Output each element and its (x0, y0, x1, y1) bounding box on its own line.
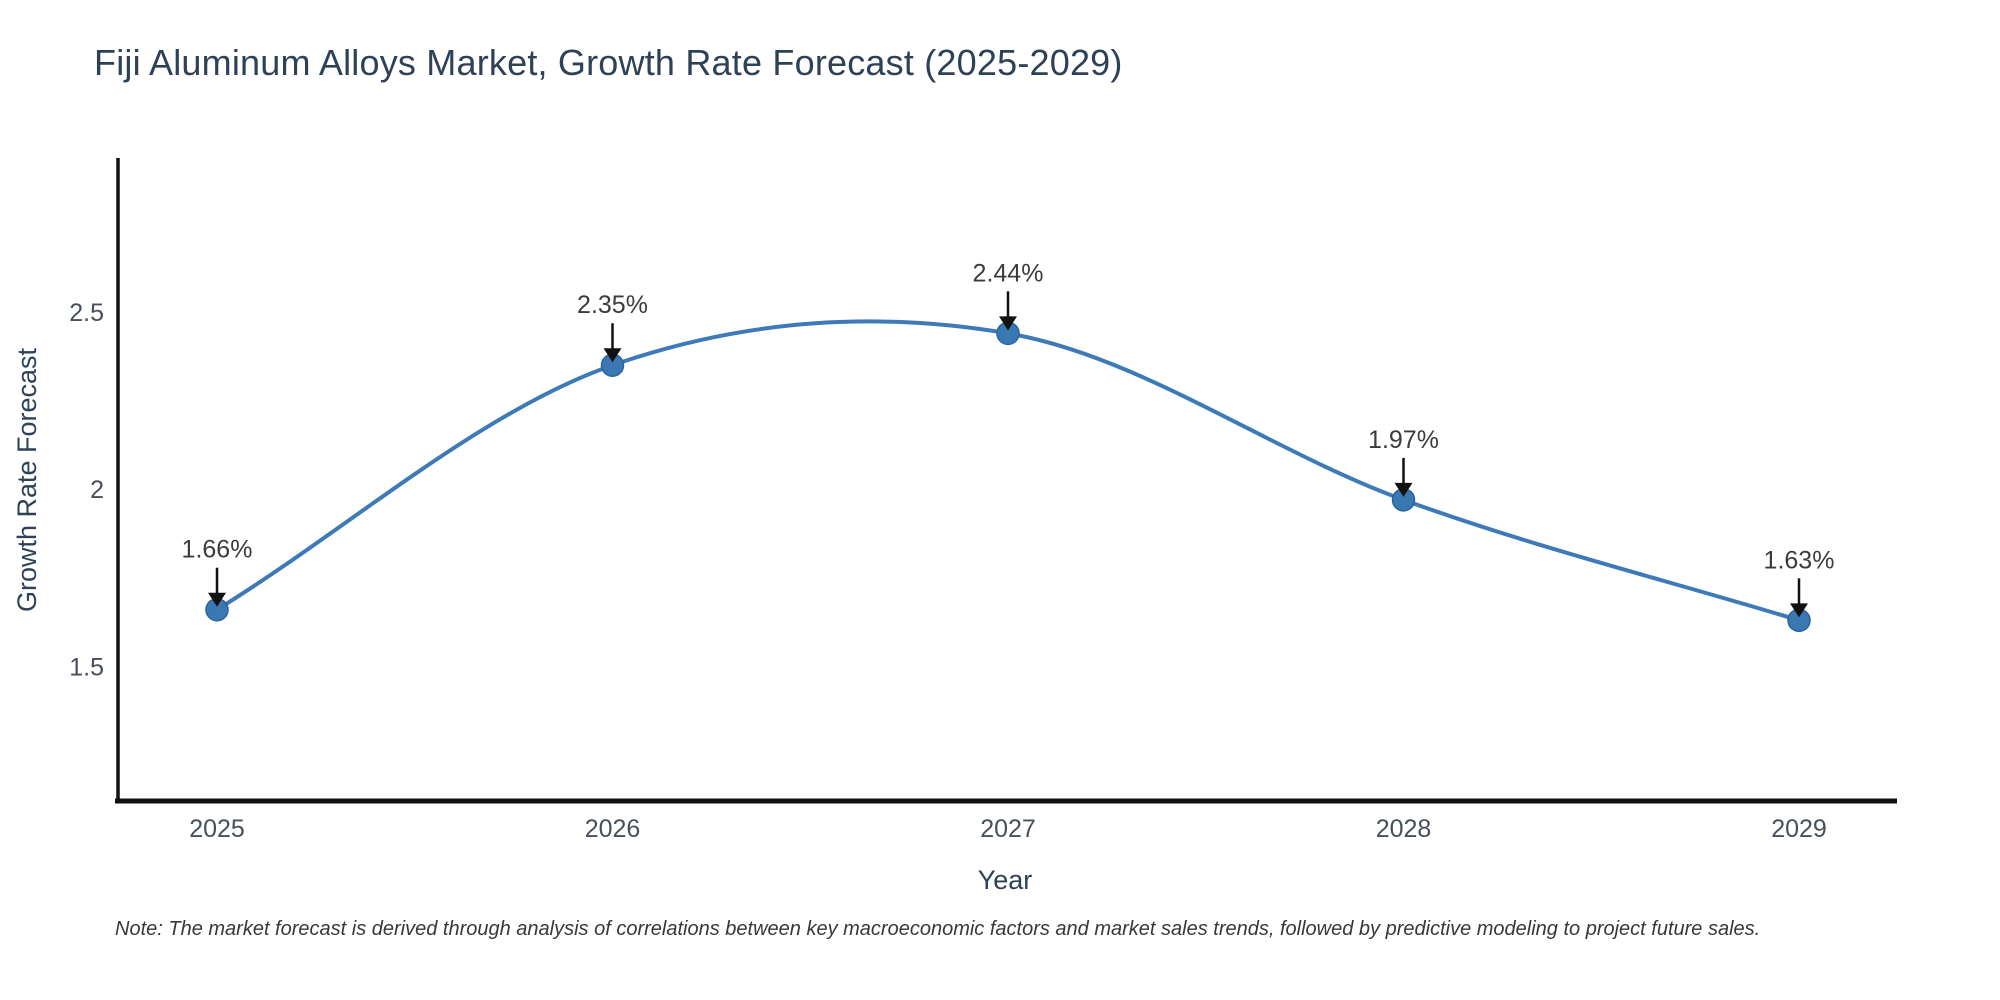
point-annotation-label: 1.63% (1764, 546, 1835, 574)
annotation-arrowhead (208, 592, 226, 607)
x-tick-label: 2026 (585, 815, 641, 843)
x-tick-label: 2029 (1771, 815, 1827, 843)
x-tick-label: 2028 (1376, 815, 1432, 843)
point-annotation-label: 1.97% (1368, 426, 1439, 454)
point-annotation-label: 2.35% (577, 291, 648, 319)
point-annotation-label: 1.66% (182, 536, 253, 564)
annotation-arrowhead (603, 348, 622, 363)
annotation-arrowhead (999, 316, 1017, 331)
chart-title: Fiji Aluminum Alloys Market, Growth Rate… (94, 42, 1123, 83)
trend-line (215, 319, 1801, 623)
y-axis-title: Growth Rate Forecast (12, 347, 42, 612)
x-axis-title: Year (978, 865, 1033, 895)
x-tick-label: 2025 (189, 815, 245, 843)
y-tick-label: 2.5 (69, 299, 104, 327)
y-tick-label: 1.5 (69, 653, 104, 681)
annotation-arrowhead (1394, 482, 1413, 497)
footnote: Note: The market forecast is derived thr… (115, 918, 1761, 940)
annotation-arrowhead (1790, 603, 1808, 618)
y-tick-label: 2 (90, 476, 104, 504)
x-tick-label: 2027 (980, 815, 1036, 843)
point-annotation-label: 2.44% (973, 259, 1044, 287)
